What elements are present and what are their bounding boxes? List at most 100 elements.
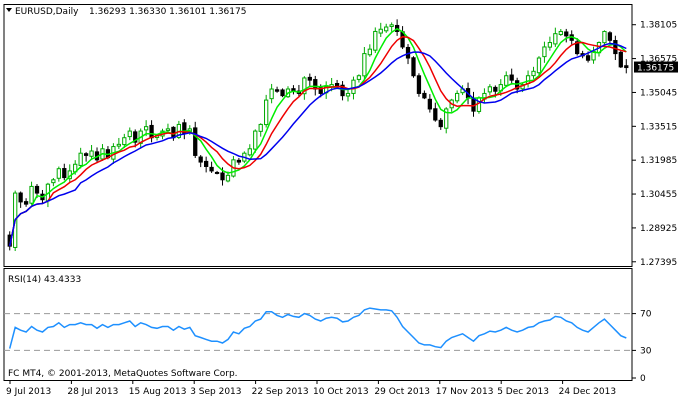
candle-down <box>422 92 427 99</box>
candle-up <box>116 143 121 147</box>
candle-down <box>564 31 569 37</box>
candle-up <box>487 86 493 93</box>
time-tick-label: 5 Dec 2013 <box>497 387 549 397</box>
candle-down <box>416 75 422 94</box>
candle-down <box>411 57 416 77</box>
rsi-tick-label: 0 <box>640 374 646 384</box>
ma-red-line <box>8 35 627 247</box>
candle-up <box>553 33 558 45</box>
candle-down <box>618 51 623 68</box>
candle-up <box>258 123 263 132</box>
rsi-tick-label: 30 <box>640 346 652 356</box>
candle-up <box>378 28 383 34</box>
candle-up <box>351 79 356 94</box>
candle-down <box>62 168 67 179</box>
rsi-indicator: 70 30 0 <box>4 307 652 384</box>
candle-down <box>204 160 209 167</box>
candle-up <box>264 99 269 126</box>
candle-up <box>269 88 274 100</box>
candle-down <box>209 166 214 172</box>
time-tick-label: 9 Jul 2013 <box>6 387 51 397</box>
candle-down <box>198 156 203 163</box>
candle-up <box>536 57 542 74</box>
candle-up <box>547 42 553 48</box>
candle-down <box>313 79 318 90</box>
candle-up <box>29 185 34 204</box>
candle-up <box>225 174 231 182</box>
price-tick-label: 1.33515 <box>640 122 677 132</box>
symbol-dropdown-icon[interactable] <box>6 8 12 12</box>
candle-down <box>83 153 89 156</box>
main-chart-frame <box>3 4 633 267</box>
candle-down <box>236 159 242 163</box>
candle-down <box>433 108 438 121</box>
candle-down <box>340 84 345 97</box>
ma-green-line <box>8 27 627 247</box>
candle-down <box>220 172 225 181</box>
rsi-panel-frame <box>3 268 633 381</box>
candle-down <box>607 32 613 41</box>
current-price-bg <box>634 61 678 73</box>
candle-down <box>438 119 443 128</box>
candle-down <box>34 185 40 194</box>
candle-up <box>356 75 362 80</box>
candle-down <box>274 89 280 92</box>
price-tick-label: 1.27395 <box>640 258 677 268</box>
symbol-label: EURUSD,Daily <box>15 7 79 17</box>
candle-down <box>318 87 323 94</box>
candle-up <box>51 179 56 184</box>
candle-down <box>613 40 618 55</box>
moving-averages <box>8 27 627 247</box>
candle-down <box>307 76 312 81</box>
ohlc-values: 1.36293 1.36330 1.36101 1.36175 <box>89 7 246 17</box>
rsi-header: RSI(14) 43.4333 <box>8 275 81 285</box>
candle-down <box>585 55 591 61</box>
price-tick-label: 1.36575 <box>640 55 677 65</box>
candle-up <box>345 92 351 97</box>
candle-up <box>247 148 252 156</box>
price-tick-label: 1.31985 <box>640 156 677 166</box>
candle-down <box>575 41 580 55</box>
candle-down <box>193 127 198 156</box>
candle-down <box>493 86 498 92</box>
candle-up <box>143 126 149 131</box>
candle-down <box>280 89 285 97</box>
candle-down <box>23 201 29 205</box>
price-tick-label: 1.38105 <box>640 21 677 31</box>
candle-up <box>504 75 509 86</box>
time-tick-label: 10 Oct 2013 <box>313 387 369 397</box>
candle-up <box>373 30 378 51</box>
price-tick-label: 1.30455 <box>640 190 677 200</box>
candle-up <box>444 108 449 129</box>
rsi-line <box>8 307 627 349</box>
time-tick-label: 29 Oct 2013 <box>374 387 430 397</box>
candlesticks <box>7 19 629 252</box>
time-tick-label: 3 Sep 2013 <box>190 387 241 397</box>
candle-up <box>531 70 536 77</box>
current-price-marker: 1.36175 <box>634 61 678 74</box>
candle-down <box>133 131 138 143</box>
candle-down <box>515 80 520 90</box>
candle-up <box>558 30 563 36</box>
candle-down <box>427 98 432 110</box>
candle-up <box>476 97 482 112</box>
candle-up <box>127 130 132 138</box>
candle-up <box>253 130 258 150</box>
candle-down <box>509 74 514 81</box>
candle-up <box>454 92 460 102</box>
candle-down <box>18 192 23 203</box>
time-tick-label: 17 Nov 2013 <box>436 387 494 397</box>
candle-down <box>149 124 154 139</box>
candle-up <box>165 128 171 131</box>
candle-up <box>122 137 127 146</box>
candle-up <box>89 150 94 157</box>
price-axis: 1.38105 1.36575 1.35045 1.33515 1.31985 1.304… <box>632 21 677 268</box>
candle-up <box>602 30 607 44</box>
candle-up <box>78 152 83 166</box>
candle-up <box>367 48 372 56</box>
candle-up <box>389 24 394 28</box>
candle-up <box>542 46 547 58</box>
candle-up <box>56 168 61 179</box>
price-tick-label: 1.35045 <box>640 88 677 98</box>
